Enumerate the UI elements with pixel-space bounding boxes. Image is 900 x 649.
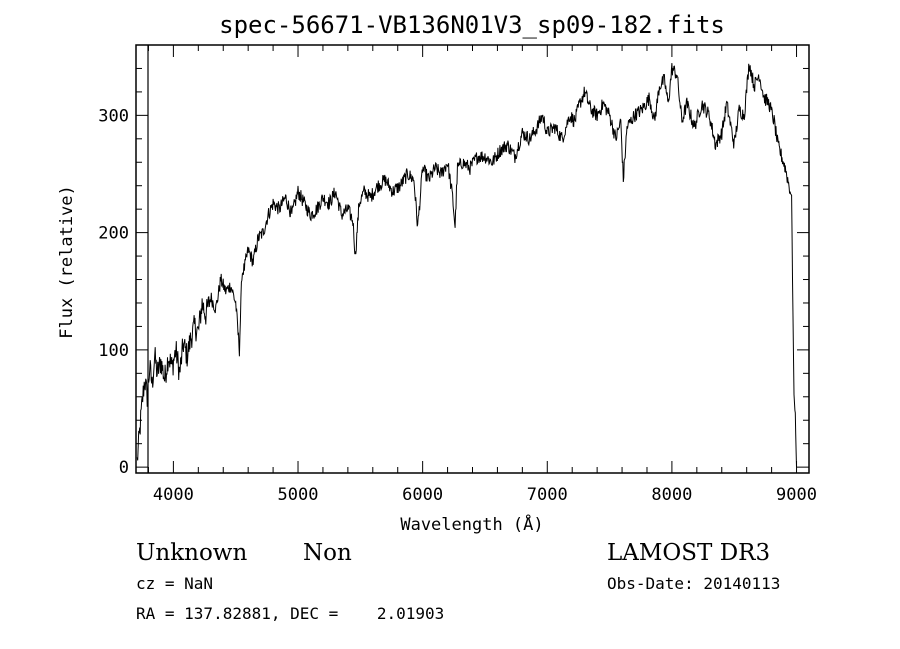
- flux-series-line: [136, 63, 797, 468]
- object-type: Unknown: [136, 540, 247, 566]
- y-tick-label: 300: [98, 106, 129, 126]
- x-tick-label: 4000: [153, 485, 194, 505]
- chart-title: spec-56671-VB136N01V3_sp09-182.fits: [219, 11, 725, 39]
- x-axis-label: Wavelength (Å): [400, 513, 543, 535]
- obs-date: Obs-Date: 20140113: [607, 574, 780, 593]
- x-tick-label: 8000: [651, 485, 692, 505]
- x-tick-label: 9000: [776, 485, 817, 505]
- x-tick-label: 7000: [527, 485, 568, 505]
- y-axis-label: Flux (relative): [57, 185, 77, 339]
- x-tick-label: 6000: [402, 485, 443, 505]
- redshift-value: cz = NaN: [136, 574, 213, 593]
- y-tick-label: 200: [98, 224, 129, 244]
- coordinates: RA = 137.82881, DEC = 2.01903: [136, 604, 444, 623]
- x-axis-ticks: 4000 5000 6000 7000 8000 9000: [147, 45, 817, 505]
- survey-label: LAMOST DR3: [607, 540, 770, 566]
- y-tick-label: 100: [98, 341, 129, 361]
- y-tick-label: 0: [119, 458, 129, 478]
- x-tick-label: 5000: [278, 485, 319, 505]
- object-subtype: Non: [303, 540, 352, 566]
- y-axis-ticks: 0 100 200 300: [98, 67, 809, 478]
